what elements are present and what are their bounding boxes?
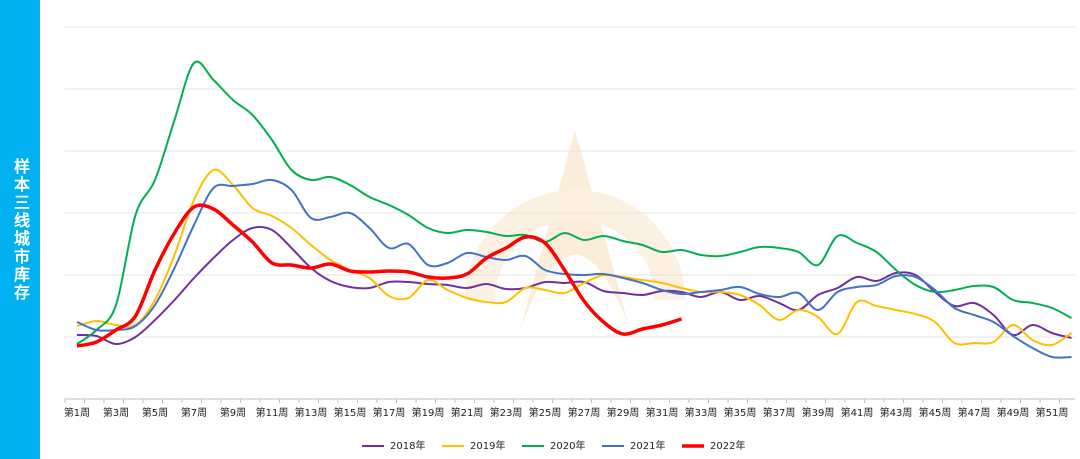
legend-label: 2022年 [710,439,745,452]
x-tick-label: 第47周 [958,406,991,419]
x-tick-label: 第17周 [373,406,406,419]
x-tick-label: 第27周 [568,406,601,419]
x-tick-label: 第1周 [64,406,90,419]
x-tick-label: 第37周 [763,406,796,419]
legend-label: 2019年 [470,439,505,452]
x-tick-label: 第7周 [181,406,207,419]
x-tick-label: 第13周 [295,406,328,419]
x-tick-label: 第33周 [685,406,718,419]
legend-label: 2021年 [630,439,665,452]
x-tick-label: 第5周 [142,406,168,419]
x-tick-label: 第23周 [490,406,523,419]
x-tick-label: 第51周 [1036,406,1069,419]
x-tick-label: 第45周 [919,406,952,419]
x-tick-label: 第41周 [841,406,874,419]
side-bar: 样本三线城市库存 [0,0,40,459]
legend-label: 2018年 [390,439,425,452]
series-line [76,178,1072,359]
legend-label: 2020年 [550,439,585,452]
x-tick-label: 第9周 [220,406,246,419]
x-tick-label: 第21周 [451,406,484,419]
x-tick-label: 第31周 [646,406,679,419]
x-tick-label: 第29周 [607,406,640,419]
x-tick-label: 第19周 [412,406,445,419]
x-tick-label: 第35周 [724,406,757,419]
series-line [76,60,1072,345]
series-line [76,203,683,348]
x-tick-label: 第49周 [997,406,1030,419]
y-axis-label: 样本三线城市库存 [11,157,30,302]
x-tick-label: 第43周 [880,406,913,419]
x-tick-label: 第39周 [802,406,835,419]
x-tick-label: 第15周 [334,406,367,419]
x-tick-label: 第11周 [256,406,289,419]
x-tick-label: 第25周 [529,406,562,419]
x-tick-label: 第3周 [103,406,129,419]
